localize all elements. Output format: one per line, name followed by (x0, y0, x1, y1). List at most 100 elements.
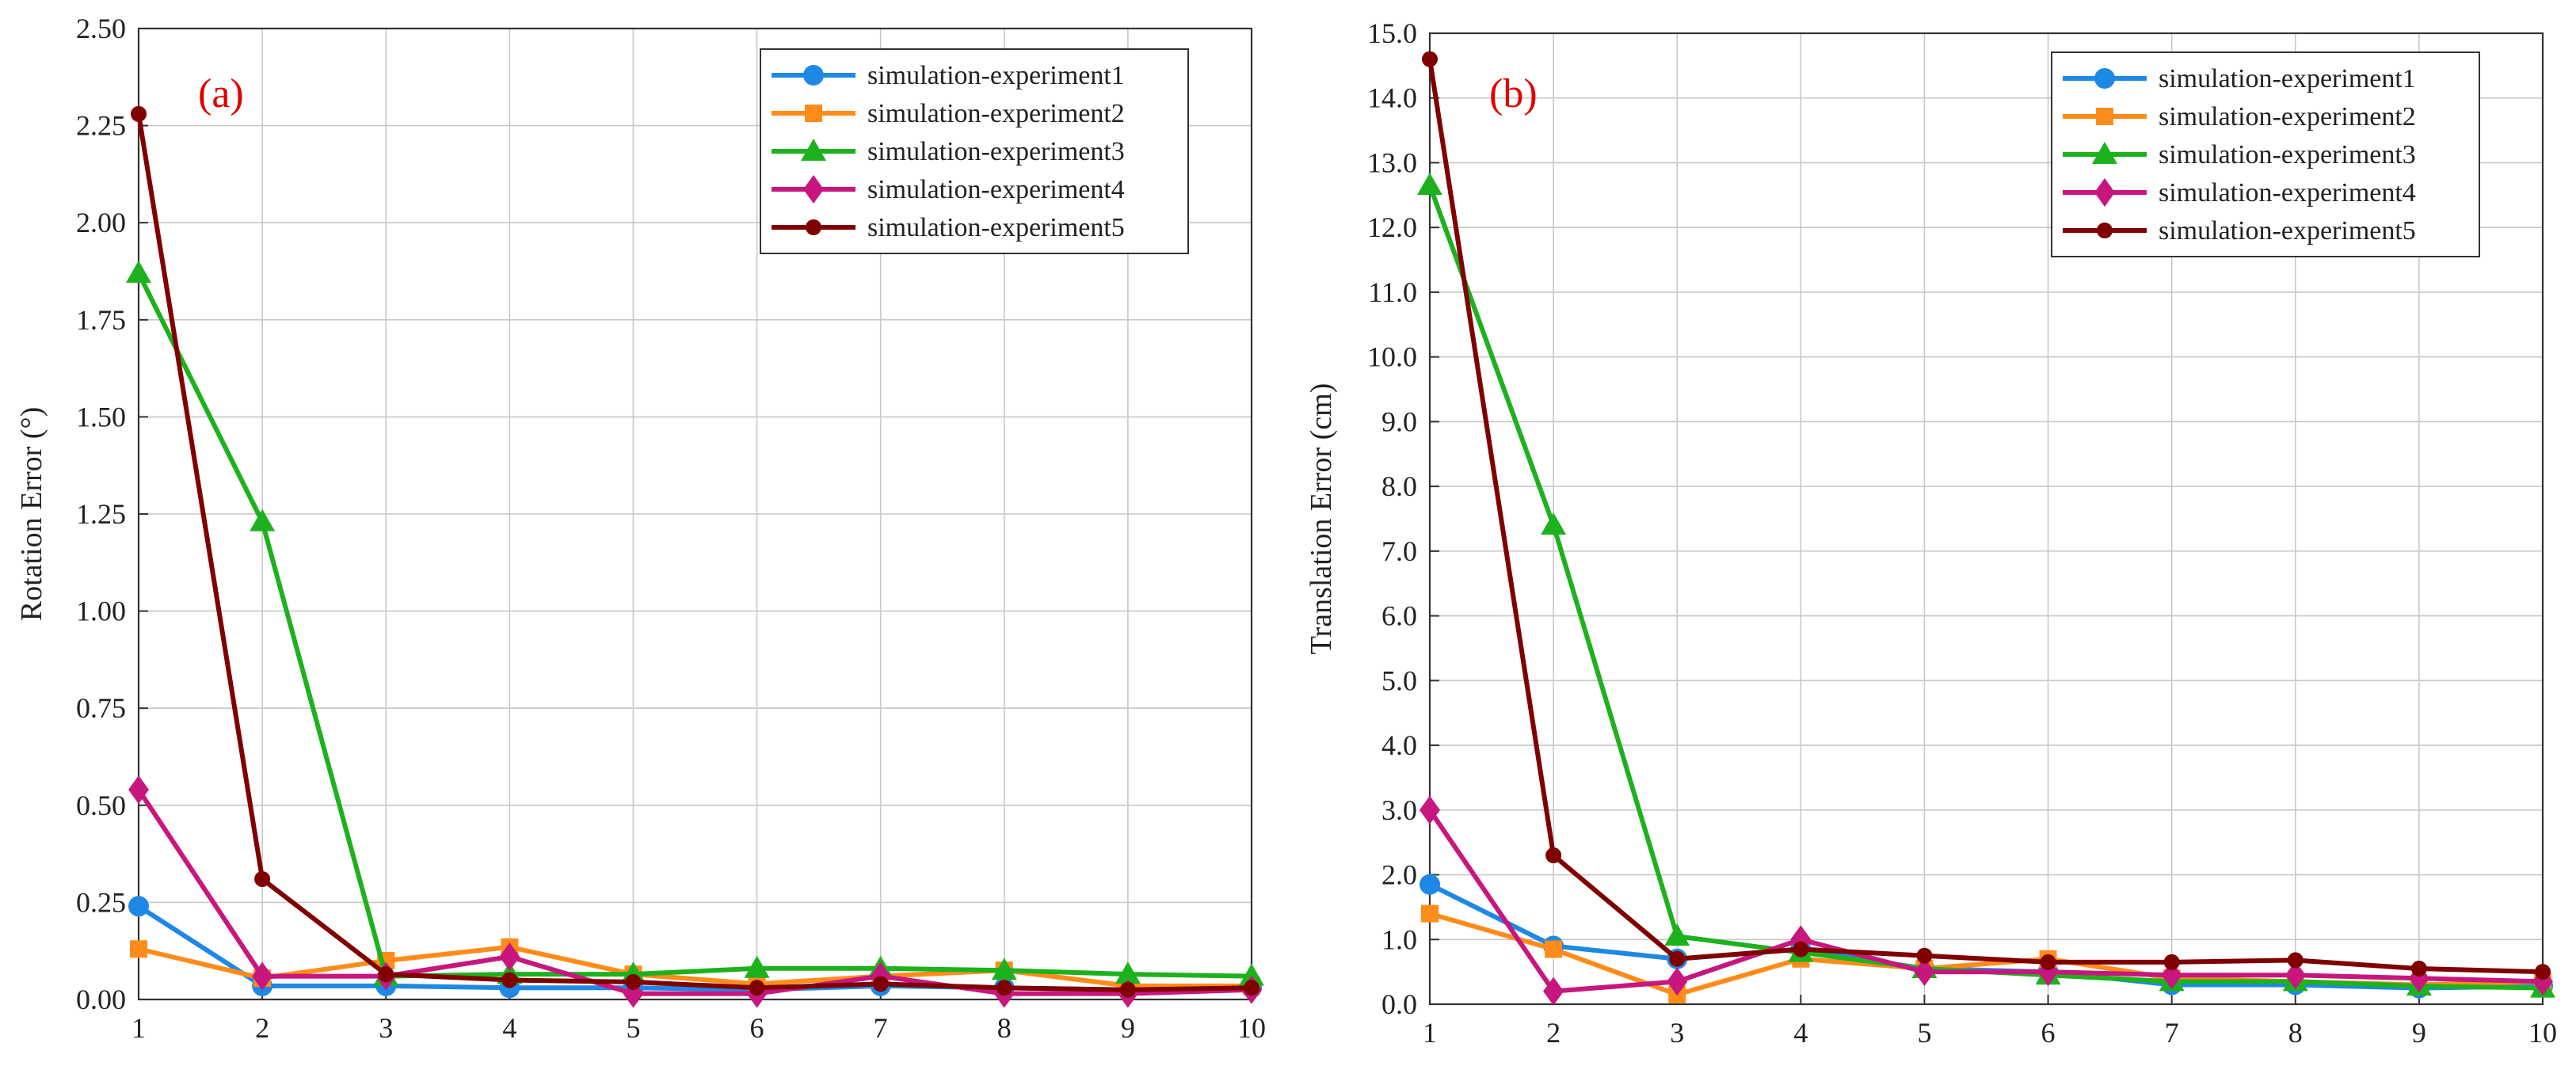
data-point (1669, 950, 1686, 967)
data-point (996, 980, 1012, 996)
legend: simulation-experiment1 simulation-experim… (2051, 51, 2480, 257)
legend-item: simulation-experiment4 (2063, 178, 2416, 207)
data-point (1541, 512, 1567, 535)
legend-label: simulation-experiment3 (2159, 140, 2416, 169)
series-line (136, 788, 1252, 996)
data-point (1421, 904, 1439, 923)
legend-item: simulation-experiment4 (772, 175, 1125, 204)
x-tick-label: 6 (750, 1012, 764, 1044)
y-tick-label: 11.0 (1368, 276, 1417, 308)
data-point (2410, 961, 2427, 977)
series-simulation-experiment3 (126, 260, 1264, 986)
y-tick-label: 1.25 (76, 498, 126, 530)
y-tick-label: 4.0 (1381, 729, 1417, 761)
y-axis-label: Translation Error (cm) (1305, 383, 1338, 655)
legend-item: simulation-experiment5 (772, 213, 1125, 242)
x-tick-label: 8 (997, 1012, 1012, 1044)
y-tick-label: 2.25 (76, 110, 126, 142)
x-tick-label: 7 (874, 1012, 888, 1044)
legend-marker (805, 105, 822, 122)
legend-label: simulation-experiment3 (867, 137, 1125, 166)
y-tick-label: 9.0 (1381, 405, 1417, 437)
legend-marker (803, 65, 824, 86)
x-tick-label: 4 (502, 1012, 516, 1044)
y-tick-label: 8.0 (1381, 470, 1417, 502)
x-tick-label: 8 (2288, 1017, 2303, 1049)
x-tick-label: 10 (2528, 1017, 2557, 1049)
data-point (1543, 977, 1564, 1006)
x-tick-label: 1 (131, 1012, 146, 1044)
series-line (1427, 185, 2544, 991)
y-tick-label: 3.0 (1381, 794, 1417, 826)
legend: simulation-experiment1 simulation-experim… (760, 48, 1189, 254)
x-tick-label: 10 (1237, 1012, 1266, 1044)
series-simulation-experiment4 (1419, 795, 2553, 1006)
data-point (128, 896, 149, 917)
data-point (1119, 981, 1136, 998)
legend-marker (2094, 178, 2115, 207)
panel-label: (b) (1489, 71, 1538, 116)
y-axis-label: Rotation Error (°) (15, 407, 48, 622)
y-tick-label: 1.0 (1381, 923, 1417, 955)
data-point (1916, 947, 1933, 964)
data-point (991, 957, 1017, 980)
data-point (1545, 940, 1563, 958)
series-line (136, 113, 1252, 992)
plot-frame (1428, 32, 2544, 1006)
data-point (2040, 954, 2056, 970)
x-tick-label: 2 (1546, 1017, 1560, 1049)
data-point (1417, 173, 1442, 196)
x-tick-label: 3 (379, 1012, 393, 1044)
series-line (136, 272, 1252, 979)
y-tick-label: 12.0 (1367, 211, 1417, 243)
y-tick-label: 2.50 (76, 13, 126, 44)
y-tick-label: 1.75 (76, 304, 126, 336)
data-point (254, 870, 271, 887)
legend-marker (801, 139, 826, 161)
y-tick-label: 7.0 (1381, 535, 1417, 567)
chart-panel-a: 1 2 3 4 5 6 7 8 9 10 0.00 0.25 0.50 0.75 1.00 1.25 1.50 1… (15, 13, 1266, 1044)
x-tick-label: 5 (626, 1012, 640, 1044)
series-line (138, 944, 1252, 988)
legend-label: simulation-experiment5 (2159, 216, 2416, 246)
data-point (1419, 874, 1440, 895)
legend-label: simulation-experiment5 (867, 213, 1125, 242)
y-tick-label: 0.50 (76, 790, 126, 821)
data-point (499, 942, 520, 972)
series-simulation-experiment3 (1417, 173, 2555, 998)
legend-marker (2092, 142, 2117, 164)
legend-item: simulation-experiment1 (2063, 64, 2416, 93)
legend-marker (2094, 68, 2115, 89)
data-point (749, 980, 765, 996)
y-tick-label: 10.0 (1367, 341, 1417, 373)
series-line (1427, 809, 2544, 994)
series-simulation-experiment5 (1422, 51, 2551, 980)
panel-label: (a) (198, 71, 244, 116)
data-point (250, 508, 276, 531)
y-tick-label: 0.75 (76, 692, 126, 724)
data-point (1244, 980, 1259, 996)
y-tick-label: 13.0 (1367, 147, 1417, 178)
data-point (2287, 952, 2304, 969)
series-simulation-experiment5 (131, 105, 1259, 998)
y-tick-label: 14.0 (1367, 82, 1417, 114)
x-tick-label: 9 (1121, 1012, 1135, 1044)
legend-item: simulation-experiment3 (2063, 140, 2416, 169)
data-point (872, 976, 889, 992)
x-tick-label: 6 (2041, 1017, 2056, 1049)
data-point (1239, 963, 1264, 986)
legend-label: simulation-experiment4 (867, 175, 1125, 204)
legend-marker (2096, 108, 2113, 125)
data-point (501, 972, 518, 988)
legend-item: simulation-experiment2 (2063, 102, 2416, 131)
data-point (1667, 967, 1688, 996)
data-point (1422, 51, 1438, 67)
x-tick-label: 1 (1423, 1017, 1437, 1049)
chart-panel-b: 1 2 3 4 5 6 7 8 9 10 0.0 1.0 2.0 3.0 4.0 5.0 6.0 7.0 8.0 9.… (1305, 17, 2557, 1049)
data-point (252, 961, 273, 991)
x-tick-label: 3 (1670, 1017, 1684, 1049)
x-tick-label: 7 (2165, 1017, 2179, 1049)
legend-label: simulation-experiment4 (2159, 178, 2416, 207)
data-point (1115, 961, 1141, 984)
